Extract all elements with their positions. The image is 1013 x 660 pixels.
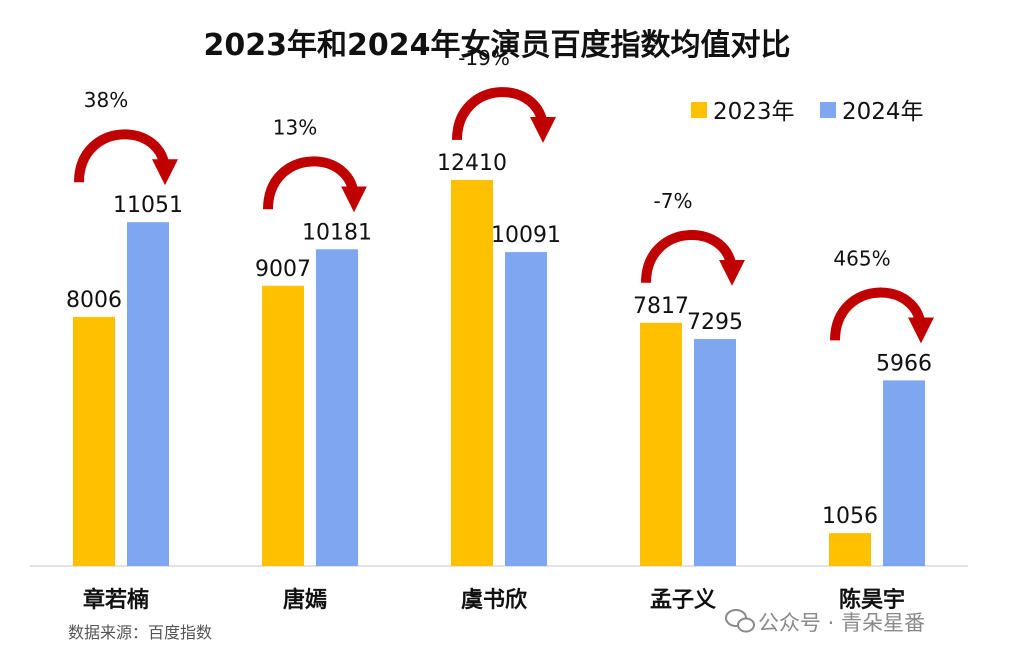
value-label-2024年-章若楠: 11051 <box>113 193 183 218</box>
legend-swatch-2023 <box>691 102 707 118</box>
bar-2023年-陈昊宇 <box>829 533 871 566</box>
change-arrow-陈昊宇 <box>830 287 934 344</box>
value-label-2023年-唐嫣: 9007 <box>255 257 311 282</box>
legend-swatch-2024 <box>820 102 836 118</box>
value-label-2023年-章若楠: 8006 <box>66 288 122 313</box>
value-label-2023年-孟子义: 7817 <box>633 294 689 319</box>
bar-2023年-孟子义 <box>640 322 682 566</box>
change-label-唐嫣: 13% <box>273 115 317 139</box>
bar-2024年-孟子义 <box>694 339 736 566</box>
category-label-章若楠: 章若楠 <box>83 587 149 613</box>
change-label-陈昊宇: 465% <box>833 246 890 270</box>
bar-2024年-陈昊宇 <box>883 380 925 566</box>
category-label-陈昊宇: 陈昊宇 <box>839 587 905 613</box>
watermark: 公众号 · 青朵星番 <box>725 609 925 635</box>
category-label-虞书欣: 虞书欣 <box>461 587 527 613</box>
value-label-2024年-虞书欣: 10091 <box>491 223 561 248</box>
bar-2023年-虞书欣 <box>451 179 493 566</box>
watermark-text: 公众号 · 青朵星番 <box>758 611 925 635</box>
wechat-icon <box>725 609 755 633</box>
source-note: 数据来源：百度指数 <box>68 623 212 642</box>
category-label-孟子义: 孟子义 <box>650 588 716 613</box>
value-label-2024年-唐嫣: 10181 <box>302 220 372 245</box>
value-label-2024年-陈昊宇: 5966 <box>876 351 932 376</box>
value-label-2023年-陈昊宇: 1056 <box>822 504 878 529</box>
change-arrow-章若楠 <box>74 129 178 186</box>
change-label-虞书欣: -19% <box>458 46 510 70</box>
bar-2024年-虞书欣 <box>505 252 547 566</box>
change-arrow-唐嫣 <box>263 156 367 213</box>
legend-label-2023: 2023年 <box>713 99 795 125</box>
change-arrow-孟子义 <box>641 230 745 286</box>
category-label-唐嫣: 唐嫣 <box>283 587 327 613</box>
change-arrow-虞书欣 <box>452 87 556 143</box>
change-label-章若楠: 38% <box>84 88 128 112</box>
value-label-2024年-孟子义: 7295 <box>687 310 743 335</box>
legend: 2023年 2024年 <box>691 99 924 125</box>
chart-marks: 8006 11051 38% 章若楠 9007 10181 13% 唐嫣 12410 10091 -… <box>66 46 934 613</box>
bar-2023年-章若楠 <box>73 316 115 566</box>
bar-2023年-唐嫣 <box>262 285 304 566</box>
bar-2024年-唐嫣 <box>316 249 358 566</box>
chart-title: 2023年和2024年女演员百度指数均值对比 <box>204 28 791 63</box>
value-label-2023年-虞书欣: 12410 <box>437 151 507 176</box>
change-label-孟子义: -7% <box>654 189 693 213</box>
bar-2024年-章若楠 <box>127 222 169 567</box>
legend-label-2024: 2024年 <box>842 99 924 125</box>
